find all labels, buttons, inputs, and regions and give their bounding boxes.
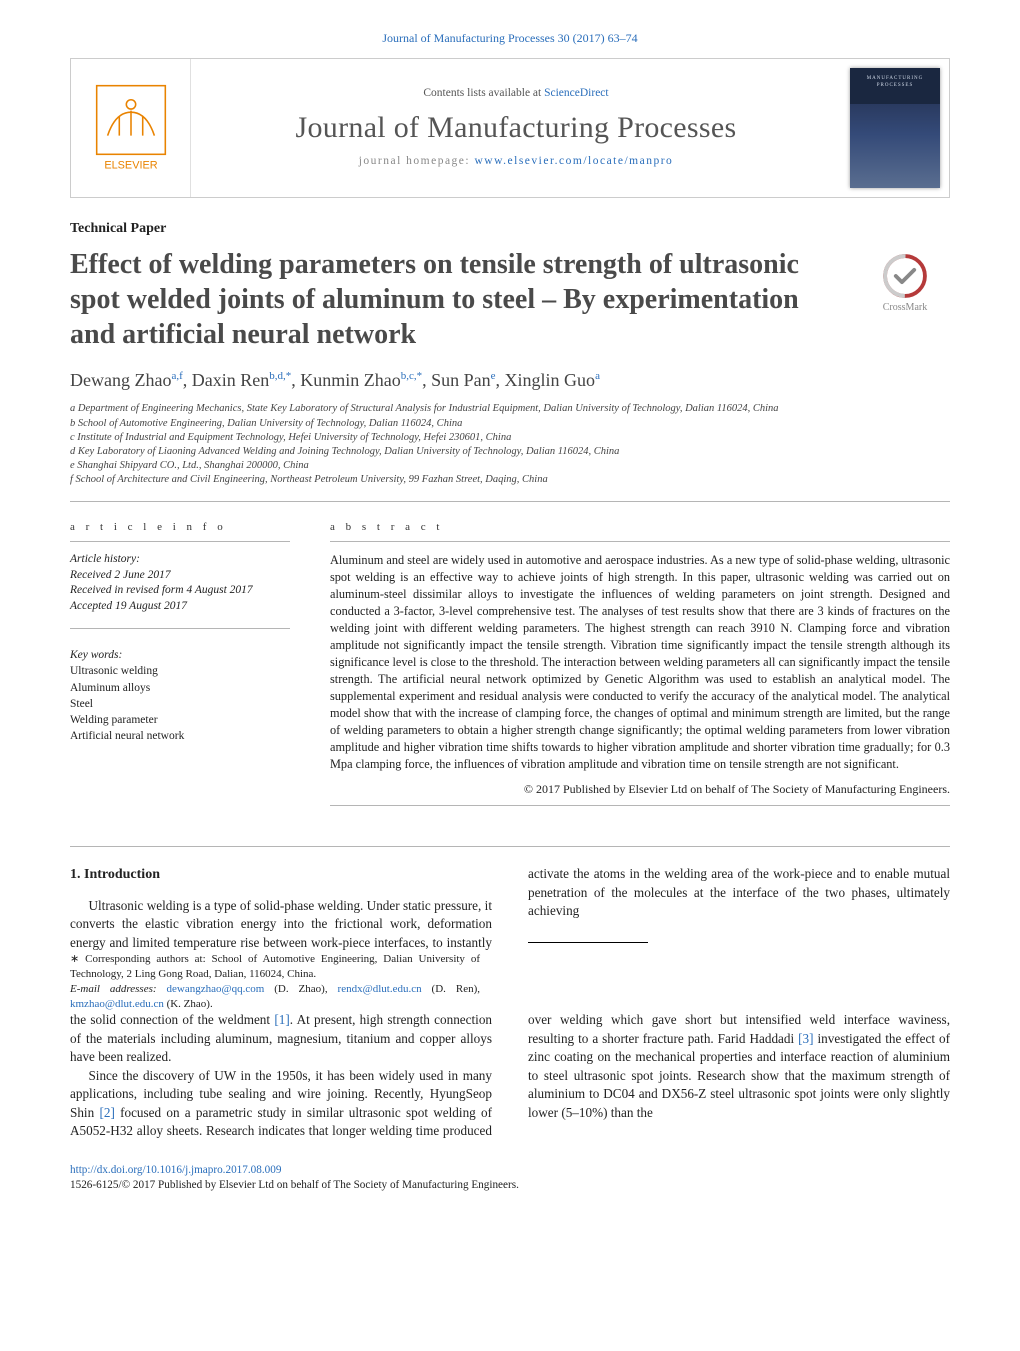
keyword-4: Welding parameter [70,712,290,728]
email-1-paren: (D. Zhao), [264,983,337,995]
abstract-text: Aluminum and steel are widely used in au… [330,552,950,773]
cite-3[interactable]: [3] [798,1031,813,1046]
homepage-link[interactable]: www.elsevier.com/locate/manpro [474,155,673,167]
crossmark-text: CrossMark [883,301,927,315]
footnote-rule [528,942,648,943]
affiliation-b: b School of Automotive Engineering, Dali… [70,417,950,431]
rule [330,541,950,542]
history-line-2: Received in revised form 4 August 2017 [70,583,290,599]
keyword-2: Aluminum alloys [70,680,290,696]
article-title: Effect of welding parameters on tensile … [70,247,844,352]
info-abstract-row: a r t i c l e i n f o Article history: R… [70,520,950,816]
section-heading: 1. Introduction [70,865,492,885]
affiliation-d: d Key Laboratory of Liaoning Advanced We… [70,445,950,459]
lists-prefix: Contents lists available at [423,87,544,99]
abstract-head: a b s t r a c t [330,520,950,535]
email-2[interactable]: rendx@dlut.edu.cn [338,983,422,995]
cite-2[interactable]: [2] [99,1105,114,1120]
abstract-col: a b s t r a c t Aluminum and steel are w… [330,520,950,816]
author-4: Sun Pan [431,370,491,390]
email-1[interactable]: dewangzhao@qq.com [167,983,265,995]
elsevier-wordmark: ELSEVIER [104,160,157,172]
rule [70,501,950,502]
rule [330,805,950,806]
crossmark-icon [882,253,928,299]
lists-line: Contents lists available at ScienceDirec… [423,86,608,102]
section-label: Technical Paper [70,220,950,239]
rule [70,541,290,542]
footnote-corresponding: ∗ Corresponding authors at: School of Au… [70,952,480,982]
cite-1[interactable]: [1] [274,1012,289,1027]
history-line-1: Received 2 June 2017 [70,568,290,584]
citation-link[interactable]: Journal of Manufacturing Processes 30 (2… [382,31,637,45]
author-2: Daxin Ren [192,370,269,390]
affiliations: a Department of Engineering Mechanics, S… [70,402,950,487]
page: Journal of Manufacturing Processes 30 (2… [0,0,1020,1233]
journal-cover-icon: MANUFACTURING PROCESSES [850,68,940,188]
keywords-label: Key words: [70,647,290,663]
masthead-center: Contents lists available at ScienceDirec… [191,59,841,197]
author-5-sup: a [595,370,600,382]
history-line-3: Accepted 19 August 2017 [70,599,290,615]
crossmark-badge[interactable]: CrossMark [860,247,950,368]
keyword-1: Ultrasonic welding [70,663,290,679]
history-label: Article history: [70,552,290,568]
keyword-5: Artificial neural network [70,728,290,744]
cover-title: MANUFACTURING PROCESSES [850,76,940,90]
abstract-copyright: © 2017 Published by Elsevier Ltd on beha… [330,781,950,797]
homepage-prefix: journal homepage: [359,155,475,167]
email-2-paren: (D. Ren), [422,983,480,995]
author-2-sup: b,d,* [269,370,291,382]
masthead: ELSEVIER Contents lists available at Sci… [70,58,950,198]
issn-line: 1526-6125/© 2017 Published by Elsevier L… [70,1178,950,1193]
para-2a: the solid connection of the weldment [70,1012,274,1027]
email-3-paren: (K. Zhao). [164,998,213,1010]
author-1: Dewang Zhao [70,370,171,390]
history: Article history: Received 2 June 2017 Re… [70,552,290,614]
affiliation-c: c Institute of Industrial and Equipment … [70,431,950,445]
sciencedirect-link[interactable]: ScienceDirect [544,87,609,99]
authors: Dewang Zhaoa,f, Daxin Renb,d,*, Kunmin Z… [70,368,950,392]
body: 1. Introduction Ultrasonic welding is a … [70,865,950,1141]
keywords: Key words: Ultrasonic welding Aluminum a… [70,647,290,744]
article-info-head: a r t i c l e i n f o [70,520,290,535]
keyword-3: Steel [70,696,290,712]
title-row: Effect of welding parameters on tensile … [70,247,950,368]
email-label: E-mail addresses: [70,983,167,995]
author-5: Xinglin Guo [505,370,596,390]
author-1-sup: a,f [171,370,182,382]
footnotes: ∗ Corresponding authors at: School of Au… [70,952,480,1011]
journal-name: Journal of Manufacturing Processes [296,108,737,149]
rule [70,628,290,629]
affiliation-e: e Shanghai Shipyard CO., Ltd., Shanghai … [70,459,950,473]
affiliation-a: a Department of Engineering Mechanics, S… [70,402,950,416]
doi-block: http://dx.doi.org/10.1016/j.jmapro.2017.… [70,1163,950,1193]
author-4-sup: e [491,370,496,382]
para-2: the solid connection of the weldment [1]… [70,1011,492,1066]
running-head: Journal of Manufacturing Processes 30 (2… [70,30,950,46]
footnote-emails: E-mail addresses: dewangzhao@qq.com (D. … [70,982,480,1012]
publisher-logo-area: ELSEVIER [71,59,191,197]
author-3-sup: b,c,* [401,370,422,382]
elsevier-logo-icon: ELSEVIER [92,89,170,167]
article-info-col: a r t i c l e i n f o Article history: R… [70,520,290,816]
affiliation-f: f School of Architecture and Civil Engin… [70,473,950,487]
rule [70,846,950,847]
doi-link[interactable]: http://dx.doi.org/10.1016/j.jmapro.2017.… [70,1164,281,1176]
cover-thumb-area: MANUFACTURING PROCESSES [841,59,949,197]
homepage-line: journal homepage: www.elsevier.com/locat… [359,154,674,170]
author-3: Kunmin Zhao [300,370,401,390]
email-3[interactable]: kmzhao@dlut.edu.cn [70,998,164,1010]
